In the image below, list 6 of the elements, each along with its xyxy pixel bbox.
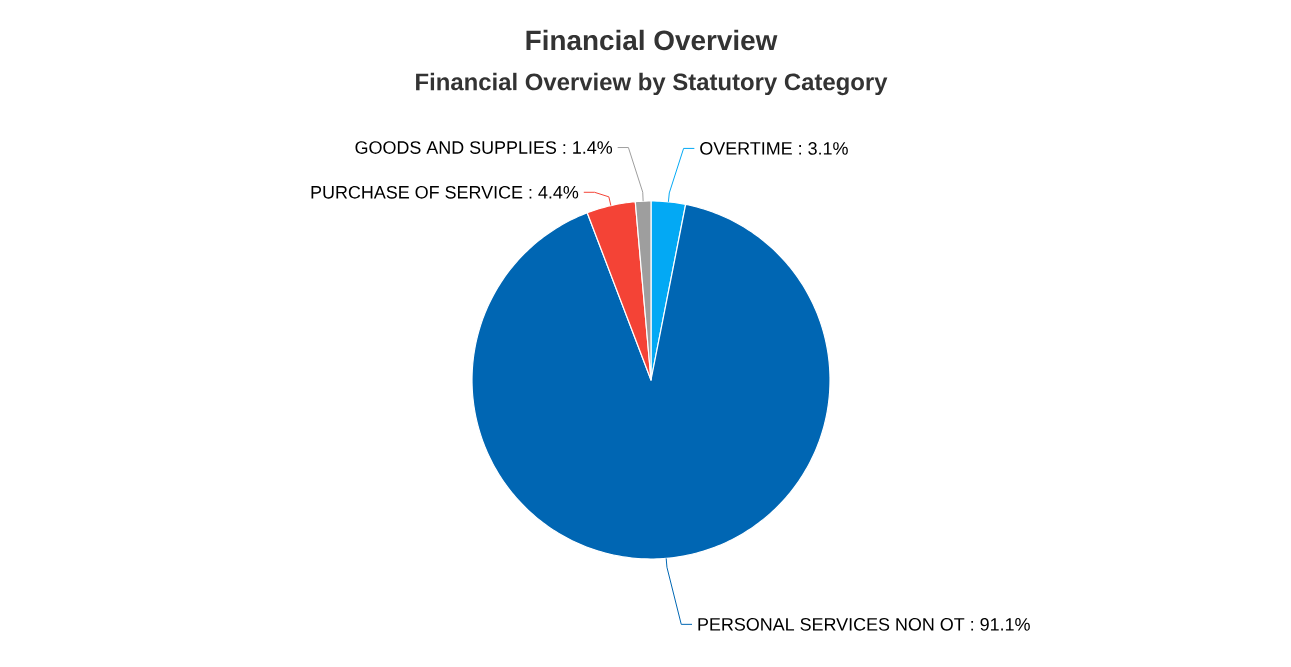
slice-label: OVERTIME : 3.1%: [700, 142, 848, 155]
slice-label: PERSONAL SERVICES NON OT : 91.1%: [698, 618, 1030, 631]
slice-label: GOODS AND SUPPLIES : 1.4%: [355, 141, 613, 154]
chart-title: Financial Overview: [526, 29, 778, 51]
slice-label: PURCHASE OF SERVICE : 4.4%: [311, 185, 579, 199]
chart-subtitle: Financial Overview by Statutory Category: [416, 72, 888, 96]
